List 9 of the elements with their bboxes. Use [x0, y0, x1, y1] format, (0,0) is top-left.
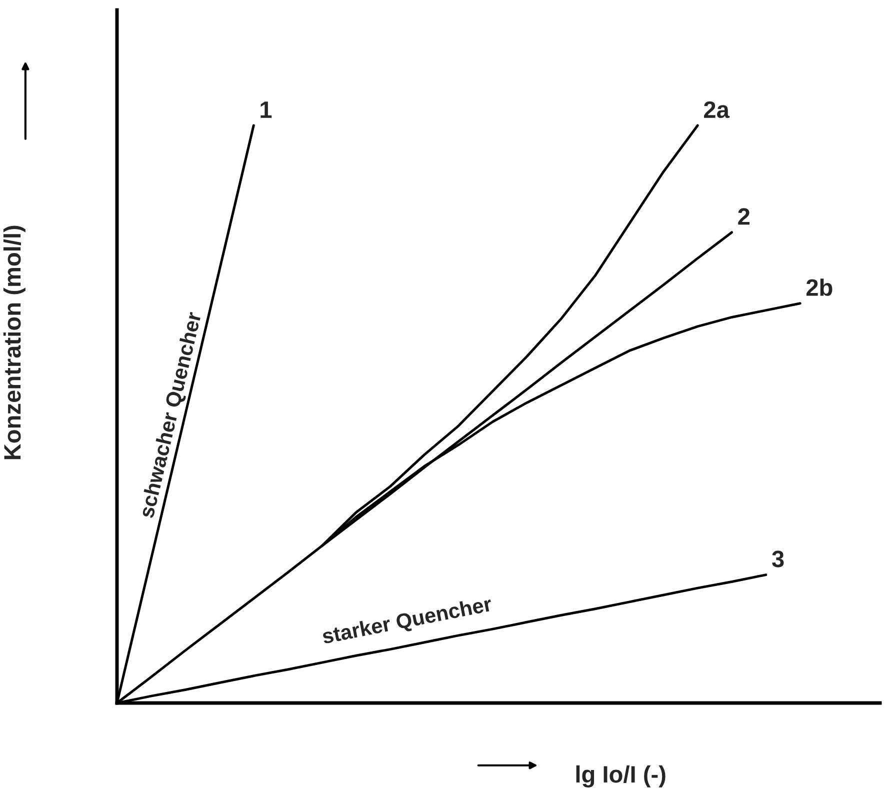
- x-axis-title: lg Io/I (-): [576, 765, 666, 788]
- series-label: 2b: [806, 278, 832, 296]
- series-label: 3: [772, 550, 784, 568]
- series-label: 2a: [704, 101, 730, 118]
- y-axis-title: Konzentration (mol/l): [3, 226, 26, 460]
- series-label: 2: [738, 208, 750, 225]
- series-label: 1: [260, 102, 272, 118]
- annotation: starker Quencher: [321, 596, 494, 648]
- annotation: schwacher Quencher: [138, 310, 206, 520]
